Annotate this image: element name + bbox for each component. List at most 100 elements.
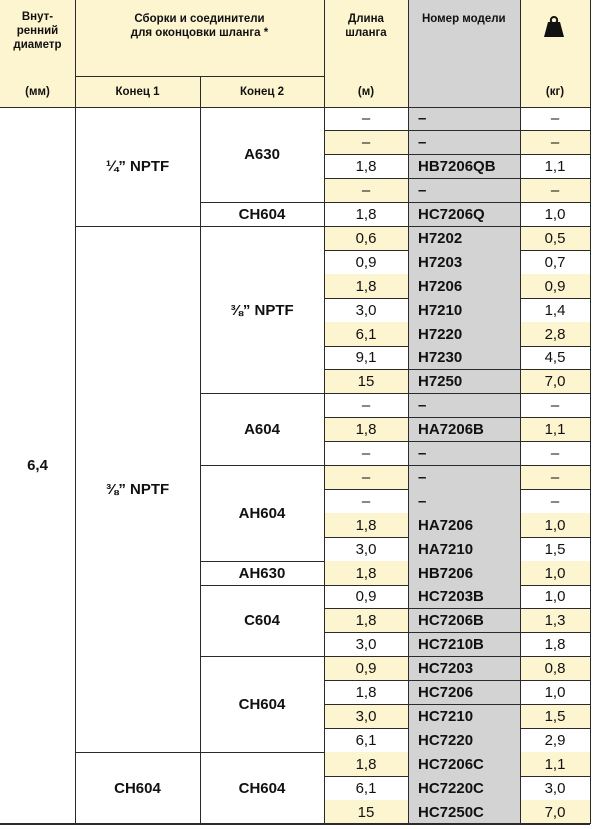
model-number-cell: H7230 <box>408 346 520 370</box>
model-number-cell: H7203 <box>408 250 520 275</box>
weight-cell: 1,0 <box>520 513 590 538</box>
weight-cell: 7,0 <box>520 800 590 824</box>
model-number-cell: HA7206B <box>408 417 520 442</box>
hose-length-cell: 15 <box>324 369 408 394</box>
model-number-cell: HC7220 <box>408 728 520 753</box>
hose-length-cell: 1,8 <box>324 608 408 633</box>
weight-cell: 0,5 <box>520 226 590 251</box>
column-divider <box>199 76 201 824</box>
end2-cell: AH604 <box>238 504 286 522</box>
weight-unit: (кг) <box>520 76 590 107</box>
hose-length-cell: 0,9 <box>324 656 408 681</box>
model-number-cell: HC7250C <box>408 800 520 824</box>
model-number-cell: HB7206QB <box>408 154 520 179</box>
model-number-cell: – <box>408 441 520 466</box>
hose-length-cell: 1,8 <box>324 752 408 777</box>
weight-cell: 1,0 <box>544 684 566 702</box>
model-number-cell: – <box>408 178 520 203</box>
hose-length-cell: 1,8 <box>355 158 377 176</box>
hose-length-cell: – <box>361 445 371 463</box>
weight-cell: 1,3 <box>520 608 590 633</box>
end1-header: Конец 1 <box>75 76 200 107</box>
hose-length-cell: 0,9 <box>355 588 377 606</box>
hose-length-cell: 6,1 <box>355 779 377 797</box>
weight-cell: 0,7 <box>544 253 566 271</box>
model-number-cell: H7220 <box>408 322 520 346</box>
hose-length-cell: 1,8 <box>324 513 408 538</box>
weight-cell: – <box>550 110 560 128</box>
end2-cell: C604 <box>244 612 280 630</box>
end2-header: Конец 2 <box>200 76 324 107</box>
weight-cell: 1,0 <box>520 561 590 585</box>
hose-length-header: Длина шланга <box>324 0 408 76</box>
inner-diameter-unit: (мм) <box>0 76 75 107</box>
model-number-cell: H7210 <box>408 298 520 323</box>
end2-cell: A604 <box>244 421 280 439</box>
column-divider <box>519 0 521 824</box>
end2-cell: CH604 <box>238 695 286 713</box>
weight-cell: 7,0 <box>520 369 590 394</box>
weight-header <box>520 0 590 76</box>
end2-cell: CH604 <box>238 779 286 797</box>
inner-diameter-header: Внут- ренний диаметр <box>0 0 75 76</box>
weight-cell: – <box>520 465 590 490</box>
model-number-cell: HC7206Q <box>408 202 520 227</box>
model-number-cell: HC7206C <box>408 752 520 777</box>
hose-length-cell: 0,6 <box>324 226 408 251</box>
weight-cell: – <box>520 178 590 203</box>
hose-length-cell: 15 <box>324 800 408 824</box>
weight-cell: 0,9 <box>520 274 590 299</box>
end2-cell: AH630 <box>238 564 286 582</box>
weight-cell: 1,1 <box>544 158 566 176</box>
hose-length-cell: 6,1 <box>324 322 408 346</box>
hose-length-cell: 1,8 <box>355 206 377 224</box>
model-number-cell: H7202 <box>408 226 520 251</box>
hose-length-cell: 3,0 <box>355 540 377 558</box>
model-number-cell: HB7206 <box>408 561 520 585</box>
subgroup-divider <box>200 584 590 586</box>
weight-cell: 1,0 <box>544 588 566 606</box>
table-bottom-line <box>0 823 590 825</box>
hose-length-cell: 1,8 <box>324 417 408 442</box>
hose-length-cell: – <box>324 178 408 203</box>
weight-cell: – <box>550 445 560 463</box>
weight-cell: 1,5 <box>520 704 590 729</box>
weight-cell: 4,5 <box>544 349 566 367</box>
weight-cell: 1,5 <box>544 540 566 558</box>
end2-cell: ⅜” NPTF <box>230 301 294 319</box>
end1-cell: ⅜” NPTF <box>105 480 170 498</box>
weight-cell: 1,4 <box>544 301 566 319</box>
inner-diameter-cell: 6,4 <box>27 457 48 474</box>
end2-cell: A630 <box>244 146 280 164</box>
model-number-cell: HA7210 <box>408 537 520 562</box>
weight-cell: 0,8 <box>520 656 590 681</box>
end1-cell: ¼” NPTF <box>105 158 170 176</box>
assemblies-header: Сборки и соединители для оконцовки шланг… <box>75 0 324 76</box>
weight-cell: 2,9 <box>544 731 566 749</box>
model-number-cell: – <box>408 393 520 418</box>
hose-length-cell: 3,0 <box>355 301 377 319</box>
hose-length-cell: – <box>361 397 371 415</box>
weight-cell: – <box>550 397 560 415</box>
hose-length-cell: – <box>324 465 408 490</box>
model-number-cell: H7250 <box>408 369 520 394</box>
hose-length-cell: 3,0 <box>324 704 408 729</box>
model-number-cell: HC7206 <box>408 680 520 705</box>
model-number-cell: HC7203 <box>408 656 520 681</box>
model-number-cell: HC7210 <box>408 704 520 729</box>
subgroup-divider <box>200 202 590 204</box>
table-right-edge <box>589 0 591 824</box>
model-number-cell: HC7220C <box>408 776 520 801</box>
hose-length-cell: 1,8 <box>324 561 408 585</box>
hose-length-cell: 3,0 <box>355 636 377 654</box>
weight-cell: 1,8 <box>544 636 566 654</box>
column-divider <box>407 0 409 824</box>
hose-length-cell: 9,1 <box>355 349 377 367</box>
end1-cell: CH604 <box>114 779 161 797</box>
model-number-cell: – <box>408 489 520 514</box>
weight-cell: – <box>520 130 590 155</box>
model-number-cell: H7206 <box>408 274 520 299</box>
model-number-header: Номер модели <box>408 0 520 107</box>
model-number-cell: HC7210B <box>408 632 520 657</box>
